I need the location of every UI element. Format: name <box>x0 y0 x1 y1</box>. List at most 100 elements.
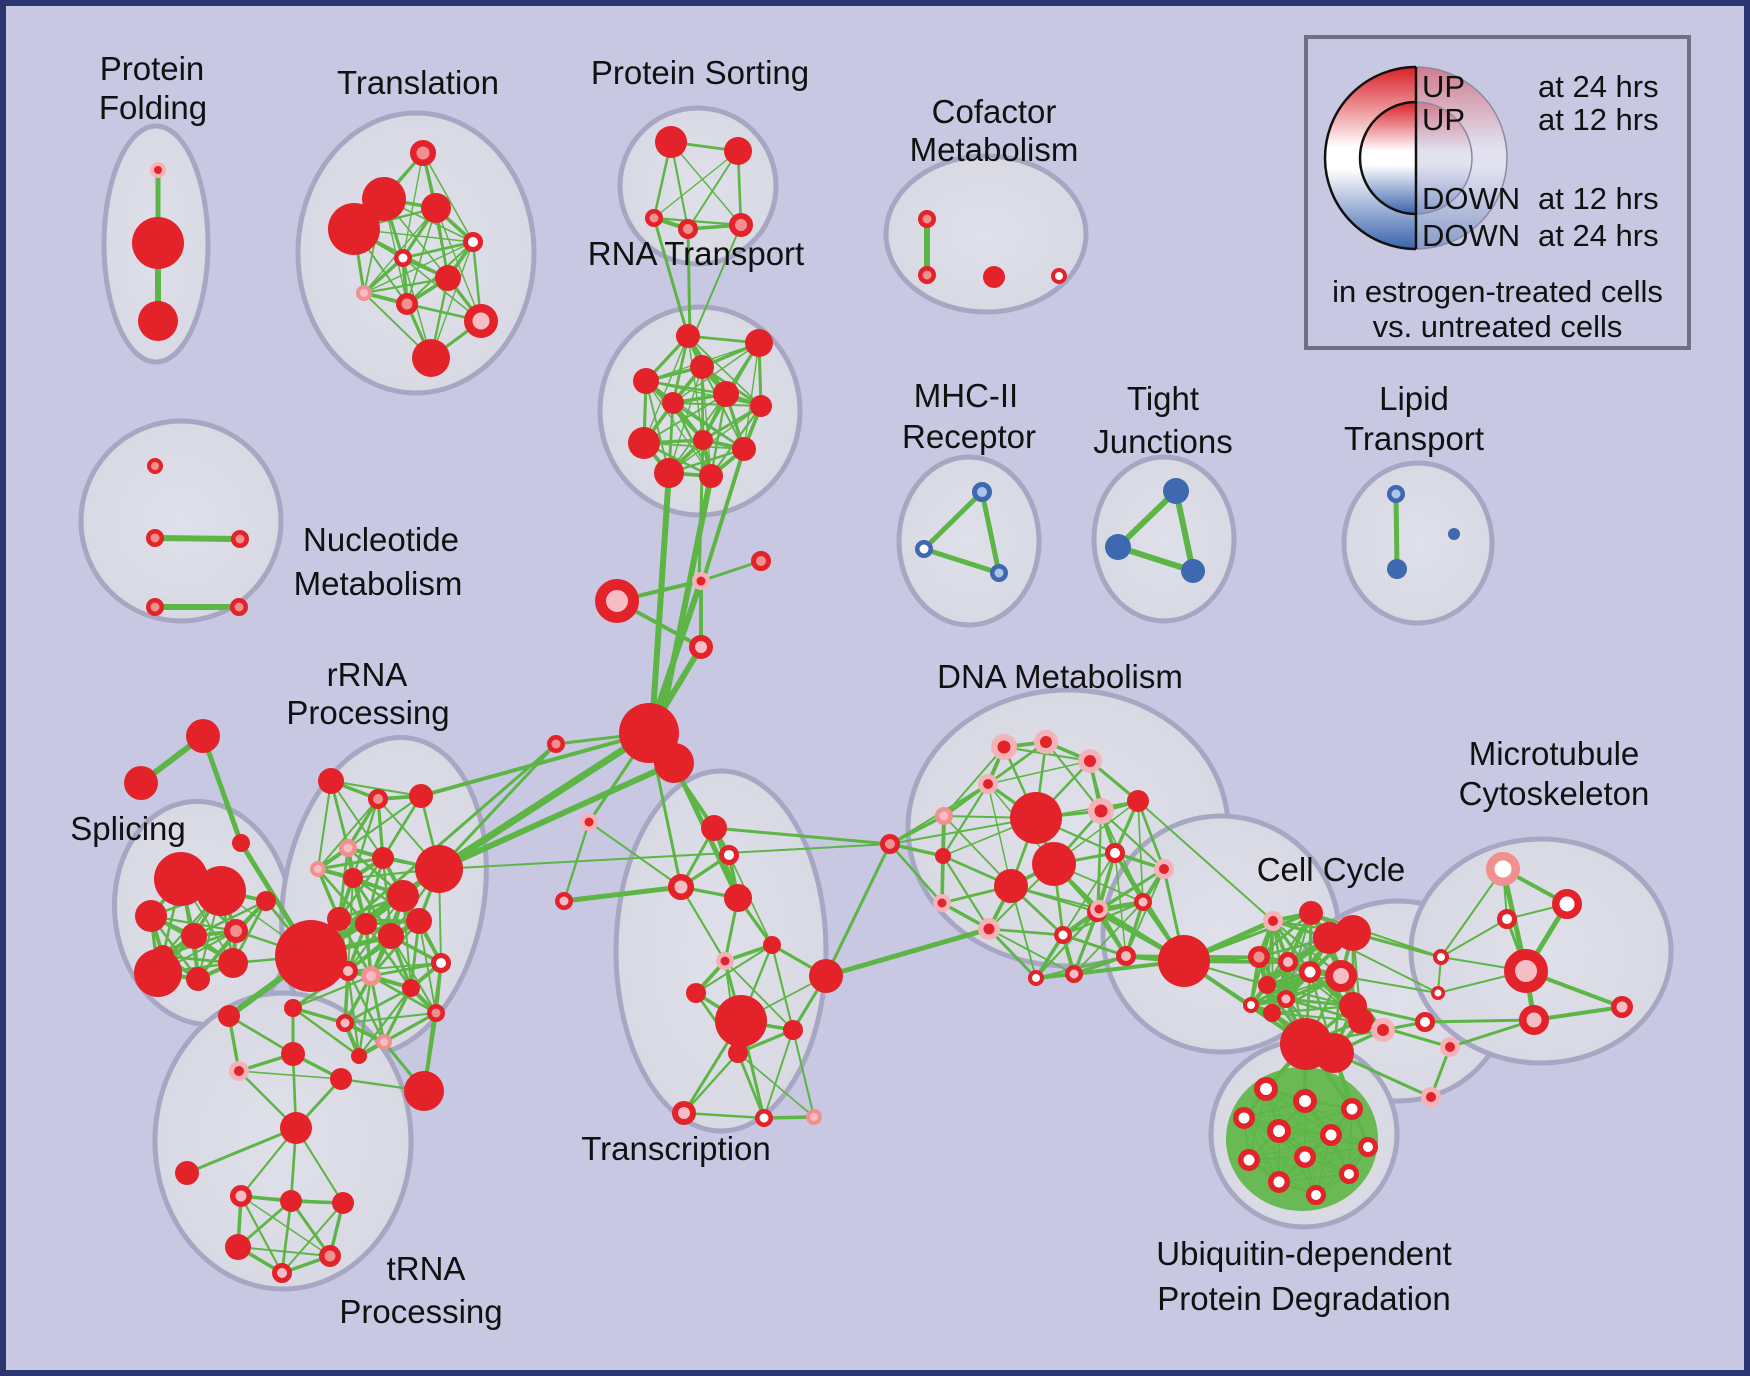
legend-caption: in estrogen-treated cells <box>1332 274 1663 309</box>
network-edge <box>1243 1117 1280 1183</box>
network-edge <box>672 342 760 404</box>
legend-circle-outline <box>1358 100 1417 216</box>
cluster-ellipse <box>78 418 284 624</box>
network-edge <box>1062 852 1116 936</box>
gene-node-lipid-transport <box>1387 559 1407 579</box>
network-edge <box>401 240 475 260</box>
network-edge <box>1099 809 1166 871</box>
gene-node-dna-metabolism <box>1134 893 1152 911</box>
network-edge <box>1044 740 1103 813</box>
network-edge <box>291 974 373 1010</box>
gene-node-splicing <box>275 920 347 992</box>
gene-node-protein-folding <box>150 162 166 178</box>
gene-node-microtubule-cytoskeleton <box>1504 949 1548 993</box>
gene-node-ubiquitin-degradation <box>1267 1119 1291 1143</box>
gene-node-rrna-processing <box>343 868 363 888</box>
network-edge <box>369 974 438 1015</box>
network-edge <box>643 442 745 450</box>
network-edge <box>701 404 763 442</box>
network-edge <box>670 141 742 226</box>
gene-node-rrna-processing <box>318 768 344 794</box>
network-edge <box>979 489 1002 576</box>
cluster-label-protein-sorting: Protein Sorting <box>591 54 809 91</box>
gene-node-trna-processing <box>272 1263 292 1283</box>
cluster-label-mhc-ii-receptor: Receptor <box>902 418 1036 455</box>
cluster-label-tight-junctions: Junctions <box>1093 423 1232 460</box>
gene-node-transcription <box>672 1101 696 1125</box>
gene-node-rrna-processing <box>338 961 358 981</box>
cluster-label-transcription: Transcription <box>581 1130 771 1167</box>
network-edge <box>1073 901 1144 975</box>
gene-node-cell-cycle <box>1158 935 1210 987</box>
gene-node-microtubule-cytoskeleton <box>1486 852 1520 886</box>
network-edge <box>649 470 672 731</box>
network-edge <box>671 401 763 408</box>
legend-time-label: at 12 hrs <box>1538 102 1659 137</box>
gene-node-dna-metabolism <box>1032 842 1076 886</box>
gene-node-dna-metabolism <box>1088 798 1114 824</box>
network-edge <box>1265 1088 1332 1136</box>
gene-node-dna-metabolism <box>1034 730 1058 754</box>
gene-node-rrna-processing <box>409 784 433 808</box>
gene-node-central-spine <box>654 743 694 783</box>
legend: UP at 24 hrs UP at 12 hrs DOWN at 12 hrs DOWN a… <box>1304 35 1691 350</box>
gene-node-ubiquitin-degradation <box>1254 1077 1278 1101</box>
network-edge <box>363 241 474 294</box>
legend-direction-label: DOWN <box>1422 181 1520 216</box>
network-edge <box>823 926 992 979</box>
gene-node-dna-metabolism <box>978 918 1000 940</box>
network-edge <box>644 379 728 396</box>
gene-node-dna-metabolism <box>1054 926 1072 944</box>
network-edge <box>357 974 373 1058</box>
gene-node-translation <box>463 232 483 252</box>
gene-node-protein-sorting <box>729 213 753 237</box>
cluster-label-cofactor-metabolism: Cofactor <box>932 93 1057 130</box>
gene-node-dna-metabolism <box>1116 946 1136 966</box>
gene-node-rna-transport <box>628 427 660 459</box>
network-edge <box>238 1070 342 1080</box>
network-edge <box>369 961 443 978</box>
cluster-label-ubiquitin-degradation: Protein Degradation <box>1157 1280 1451 1317</box>
gene-node-splicing <box>181 923 207 949</box>
gene-node-cofactor-metabolism <box>983 266 1005 288</box>
network-edge <box>682 1051 740 1115</box>
cluster-label-protein-folding: Folding <box>99 89 207 126</box>
gene-node-transcription <box>668 874 694 900</box>
gene-node-translation <box>435 265 461 291</box>
gene-node-trna-processing <box>230 1185 252 1207</box>
cluster-label-trna-processing: Processing <box>339 1293 502 1330</box>
network-edge <box>679 885 727 963</box>
network-edge <box>343 986 413 1025</box>
gene-node-trna-processing <box>218 1005 240 1027</box>
network-edge <box>691 224 742 341</box>
gene-node-transcription <box>686 983 706 1003</box>
network-edge <box>382 986 413 1044</box>
gene-node-dna-metabolism <box>933 894 951 912</box>
network-edge <box>1173 488 1196 574</box>
gene-node-protein-sorting <box>645 209 663 227</box>
gene-node-rrna-processing <box>284 999 302 1017</box>
gene-node-mhc-ii-receptor <box>915 540 933 558</box>
network-edge <box>351 797 380 880</box>
gene-node-rrna-processing <box>361 966 381 986</box>
gene-node-rrna-processing <box>376 1034 392 1050</box>
cluster-label-ubiquitin-degradation: Ubiquitin-dependent <box>1156 1235 1451 1272</box>
network-edge <box>330 780 384 859</box>
gene-node-translation <box>464 304 498 338</box>
legend-direction-label: UP <box>1422 69 1465 104</box>
network-edge <box>824 842 892 978</box>
gene-node-dna-metabolism <box>1154 859 1174 879</box>
gene-node-nucleotide-metabolism <box>146 529 164 547</box>
cluster-label-tight-junctions: Tight <box>1127 380 1199 417</box>
network-edge <box>1136 799 1166 871</box>
gene-node-splicing-triangle <box>232 834 250 852</box>
legend-circle-outline <box>1415 101 1473 215</box>
gene-node-ubiquitin-degradation <box>1341 1098 1363 1120</box>
network-edge <box>709 392 728 478</box>
gene-node-splicing <box>135 900 167 932</box>
network-edge <box>652 216 743 227</box>
legend-direction-label: UP <box>1422 102 1465 137</box>
gene-node-transcription <box>555 892 573 910</box>
gene-node-splicing <box>218 948 248 978</box>
gene-node-rna-transport <box>654 458 684 488</box>
